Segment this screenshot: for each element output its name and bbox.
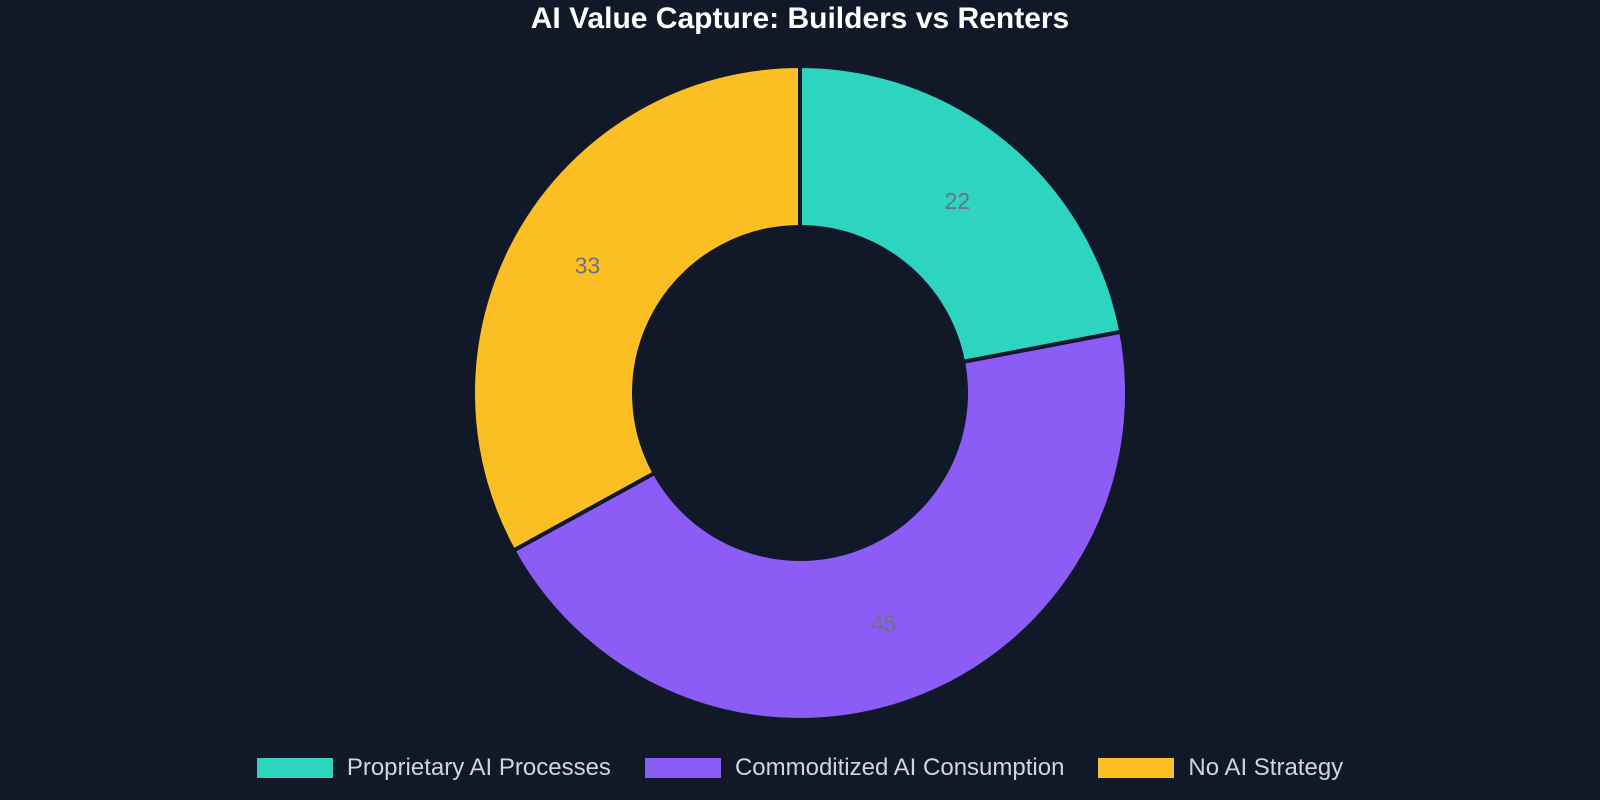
legend-label: No AI Strategy <box>1188 754 1344 781</box>
chart-legend: Proprietary AI Processes Commoditized AI… <box>0 748 1600 788</box>
slice-data-label-1: 22 <box>945 188 971 214</box>
legend-label: Commoditized AI Consumption <box>734 754 1065 781</box>
chart-title: AI Value Capture: Builders vs Renters <box>530 2 1070 35</box>
legend-swatch <box>1098 758 1175 778</box>
donut-slice-2[interactable] <box>510 329 1129 722</box>
donut-chart: 22 45 33 <box>471 63 1129 722</box>
legend-label: Proprietary AI Processes <box>346 754 611 781</box>
donut-slice-3[interactable] <box>471 63 802 554</box>
legend-item-no-strategy[interactable]: No AI Strategy <box>1098 754 1343 782</box>
legend-item-proprietary[interactable]: Proprietary AI Processes <box>256 754 611 782</box>
legend-swatch <box>256 758 333 778</box>
legend-item-commoditized[interactable]: Commoditized AI Consumption <box>644 754 1065 782</box>
slice-data-label-2: 45 <box>871 610 897 636</box>
legend-swatch <box>644 758 721 778</box>
donut-slice-1[interactable] <box>798 63 1124 365</box>
slice-data-label-3: 33 <box>575 252 601 278</box>
